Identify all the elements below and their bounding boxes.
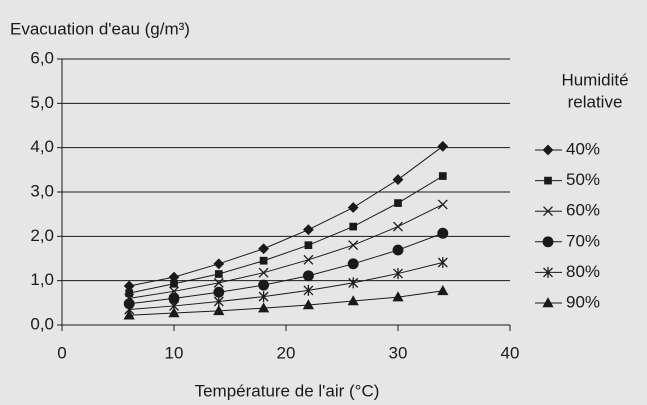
marker: [258, 291, 269, 303]
marker: [213, 304, 225, 316]
marker: [544, 176, 552, 185]
marker: [437, 227, 449, 239]
x-tick-label: 30: [389, 343, 408, 362]
marker: [542, 236, 554, 248]
marker: [543, 206, 553, 217]
marker: [437, 140, 449, 152]
marker: [392, 291, 404, 302]
marker: [170, 279, 178, 288]
marker: [214, 270, 223, 278]
y-tick-label: 5,0: [30, 93, 54, 112]
marker: [394, 199, 402, 207]
marker: [393, 268, 403, 280]
marker: [392, 174, 404, 186]
marker: [348, 277, 359, 289]
marker: [543, 266, 553, 278]
line: [129, 290, 443, 316]
line: [129, 232, 443, 305]
line: [129, 262, 443, 310]
marker: [213, 258, 225, 270]
marker: [258, 243, 270, 255]
y-tick-label: 6,0: [30, 48, 54, 67]
line: [129, 145, 444, 287]
x-tick-label: 20: [277, 343, 296, 362]
marker: [542, 297, 554, 308]
line: [129, 203, 444, 299]
legend-label: 70%: [566, 231, 600, 250]
marker: [302, 224, 314, 236]
x-tick-label: 10: [165, 343, 184, 362]
legend-label: 40%: [566, 139, 600, 158]
marker: [393, 221, 403, 232]
legend-label: 80%: [566, 262, 600, 281]
legend-label: 90%: [566, 292, 600, 311]
marker: [348, 240, 359, 251]
marker: [542, 144, 554, 156]
marker: [304, 241, 313, 250]
marker: [258, 279, 270, 291]
marker: [213, 286, 225, 298]
marker: [303, 254, 314, 265]
legend-title: relative: [568, 92, 623, 111]
marker: [392, 244, 404, 256]
y-tick-label: 0,0: [30, 314, 54, 333]
legend-label: 50%: [566, 170, 600, 189]
y-tick-label: 2,0: [30, 226, 54, 245]
marker: [437, 256, 448, 268]
line: [129, 175, 444, 294]
marker: [125, 289, 134, 297]
y-tick-label: 3,0: [30, 181, 54, 200]
marker: [258, 267, 269, 278]
marker: [302, 270, 314, 282]
marker: [123, 280, 135, 292]
y-axis-label: Evacuation d'eau (g/m³): [10, 19, 190, 38]
x-axis-label: Température de l'air (°C): [195, 381, 380, 400]
marker: [213, 277, 224, 288]
marker: [303, 284, 314, 296]
marker: [347, 202, 359, 213]
legend-label: 60%: [566, 201, 600, 220]
x-tick-label: 0: [57, 343, 66, 362]
marker: [257, 302, 270, 313]
marker: [347, 258, 359, 270]
marker: [302, 299, 315, 310]
marker: [259, 256, 268, 265]
marker: [347, 295, 359, 306]
marker: [437, 199, 448, 210]
marker: [123, 309, 135, 320]
marker: [168, 307, 180, 318]
y-tick-label: 1,0: [30, 270, 54, 289]
legend-title: Humidité: [561, 70, 628, 89]
marker: [349, 222, 358, 231]
x-tick-label: 40: [501, 343, 520, 362]
y-tick-label: 4,0: [30, 137, 54, 156]
marker: [437, 285, 449, 296]
marker: [438, 172, 447, 180]
